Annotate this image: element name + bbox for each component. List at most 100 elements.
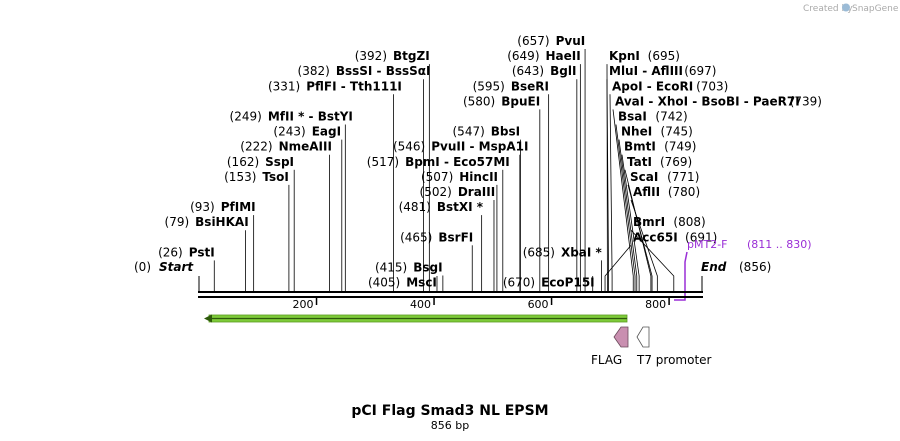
site-name: BglI	[550, 64, 576, 78]
end-name: End	[701, 260, 727, 274]
site-name: MscI	[406, 276, 437, 290]
site-nhei[interactable]: (745) NheI	[621, 125, 693, 139]
site-tati[interactable]: (769) TatI	[627, 155, 692, 169]
site-position: (546)	[393, 140, 425, 154]
site-avai[interactable]: (739)AvaI - XhoI - BsoBI - PaeR7I	[615, 94, 822, 108]
site-position: (331)	[268, 79, 300, 93]
feature-flag[interactable]: FLAG	[591, 326, 629, 367]
site-scai[interactable]: (771) ScaI	[630, 170, 699, 184]
feature-flag-label: FLAG	[591, 353, 622, 367]
site-position: (670)	[503, 276, 535, 290]
site-name: BstXI *	[437, 200, 484, 214]
site-name: EagI	[312, 125, 341, 139]
site-btgzi[interactable]: (392) BtgZI	[355, 49, 430, 63]
start-pos: (0)	[134, 260, 151, 274]
site-name: NheI	[621, 125, 652, 139]
site-kpni[interactable]: (695) KpnI	[609, 49, 680, 63]
site-name: BmtI	[624, 140, 656, 154]
credit-brand: SnapGene	[852, 4, 899, 14]
site-eagi[interactable]: (243) EagI	[273, 125, 341, 139]
site-position: (742)	[655, 110, 687, 124]
site-position: (153)	[224, 170, 256, 184]
start-name: Start	[159, 260, 194, 274]
site-position: (771)	[667, 170, 699, 184]
site-haeii[interactable]: (649) HaeII	[507, 49, 581, 63]
site-position: (643)	[512, 64, 544, 78]
end-label: End (856)	[701, 260, 771, 274]
site-bsihkai[interactable]: (79) BsiHKAI	[165, 215, 249, 229]
site-bsrfi[interactable]: (465) BsrFI	[400, 230, 473, 244]
site-bpuei[interactable]: (580) BpuEI	[463, 94, 540, 108]
site-name: BssSI - BssSαI	[336, 64, 431, 78]
site-leader-line	[630, 229, 675, 291]
site-name: EcoP15I	[541, 276, 595, 290]
credit-text: Created by	[803, 4, 853, 14]
site-ecop15i[interactable]: (670) EcoP15I	[503, 276, 595, 290]
primer-name: pMT2-F	[687, 238, 728, 251]
site-bmti[interactable]: (749) BmtI	[624, 140, 696, 154]
site-bseri[interactable]: (595) BseRI	[473, 79, 549, 93]
site-sspi[interactable]: (162) SspI	[227, 155, 294, 169]
site-bsgi[interactable]: (415) BsgI	[375, 261, 443, 275]
site-name: PvuI	[556, 34, 586, 48]
site-tsoi[interactable]: (153) TsoI	[224, 170, 289, 184]
site-apoi[interactable]: (703)ApoI - EcoRI	[612, 79, 728, 93]
site-leader-line	[604, 245, 632, 291]
site-acc65i[interactable]: (691) Acc65I	[633, 230, 717, 244]
site-msci[interactable]: (405) MscI	[368, 276, 437, 290]
site-mfii[interactable]: (249) MfII * - BstYI	[230, 110, 353, 124]
site-name: TatI	[627, 155, 652, 169]
site-leader-line	[612, 109, 634, 291]
site-pflfi[interactable]: (331) PflFI - Tth111I	[268, 79, 402, 93]
site-bsai[interactable]: (742) BsaI	[618, 110, 688, 124]
t7-arrow-icon	[636, 326, 650, 348]
site-position: (697)	[684, 64, 716, 78]
site-bbsi[interactable]: (547) BbsI	[453, 125, 521, 139]
site-position: (405)	[368, 276, 400, 290]
site-position: (93)	[190, 200, 215, 214]
site-pvuii[interactable]: (546) PvuII - MspA1I	[393, 140, 528, 154]
site-position: (703)	[696, 79, 728, 93]
site-bmri[interactable]: (808) BmrI	[633, 215, 706, 229]
site-position: (79)	[165, 215, 190, 229]
site-name: ScaI	[630, 170, 658, 184]
site-draiii[interactable]: (502) DraIII	[420, 185, 496, 199]
site-pfimi[interactable]: (93) PfIMI	[190, 200, 256, 214]
site-position: (808)	[673, 215, 705, 229]
site-position: (162)	[227, 155, 259, 169]
feature-t7-promoter[interactable]: T7 promoter	[636, 326, 712, 367]
site-bsssi[interactable]: (382) BssSI - BssSαI	[298, 64, 431, 78]
site-name: XbaI *	[561, 245, 603, 259]
site-bpmi[interactable]: (517) BpmI - Eco57MI	[367, 155, 510, 169]
site-aflii[interactable]: (780) AflII	[633, 185, 700, 199]
site-leader-line	[630, 199, 658, 291]
site-name: ApoI - EcoRI	[612, 79, 693, 93]
site-position: (739)	[790, 94, 822, 108]
map-title: pCI Flag Smad3 NL EPSM	[351, 403, 548, 419]
primer-pmt2-f[interactable]: pMT2-F (811 .. 830)	[674, 238, 812, 301]
site-name: PflFI - Tth111I	[306, 79, 402, 93]
site-name: PstI	[189, 245, 215, 259]
site-name: HincII	[459, 170, 498, 184]
site-bgli[interactable]: (643) BglI	[512, 64, 577, 78]
site-name: BpuEI	[501, 94, 540, 108]
site-name: NmeAIII	[279, 140, 332, 154]
site-position: (382)	[298, 64, 330, 78]
site-name: PvuII - MspA1I	[431, 140, 528, 154]
site-position: (517)	[367, 155, 399, 169]
site-psti[interactable]: (26) PstI	[158, 245, 215, 259]
site-bstxi[interactable]: (481) BstXI *	[399, 200, 484, 214]
scale-tick-label: 200	[293, 298, 314, 311]
flag-arrow-icon	[613, 326, 629, 348]
site-xbai[interactable]: (685) XbaI *	[523, 245, 603, 259]
site-pvui[interactable]: (657) PvuI	[517, 34, 585, 48]
site-leader-line	[609, 94, 613, 291]
site-name: KpnI	[609, 49, 640, 63]
site-nmeaiii[interactable]: (222) NmeAIII	[240, 140, 332, 154]
site-position: (465)	[400, 230, 432, 244]
site-hincii[interactable]: (507) HincII	[421, 170, 498, 184]
orf-arrow[interactable]	[204, 314, 628, 323]
site-mlui[interactable]: (697)MluI - AflIII	[609, 64, 716, 78]
site-lines	[213, 49, 675, 291]
site-position: (780)	[668, 185, 700, 199]
